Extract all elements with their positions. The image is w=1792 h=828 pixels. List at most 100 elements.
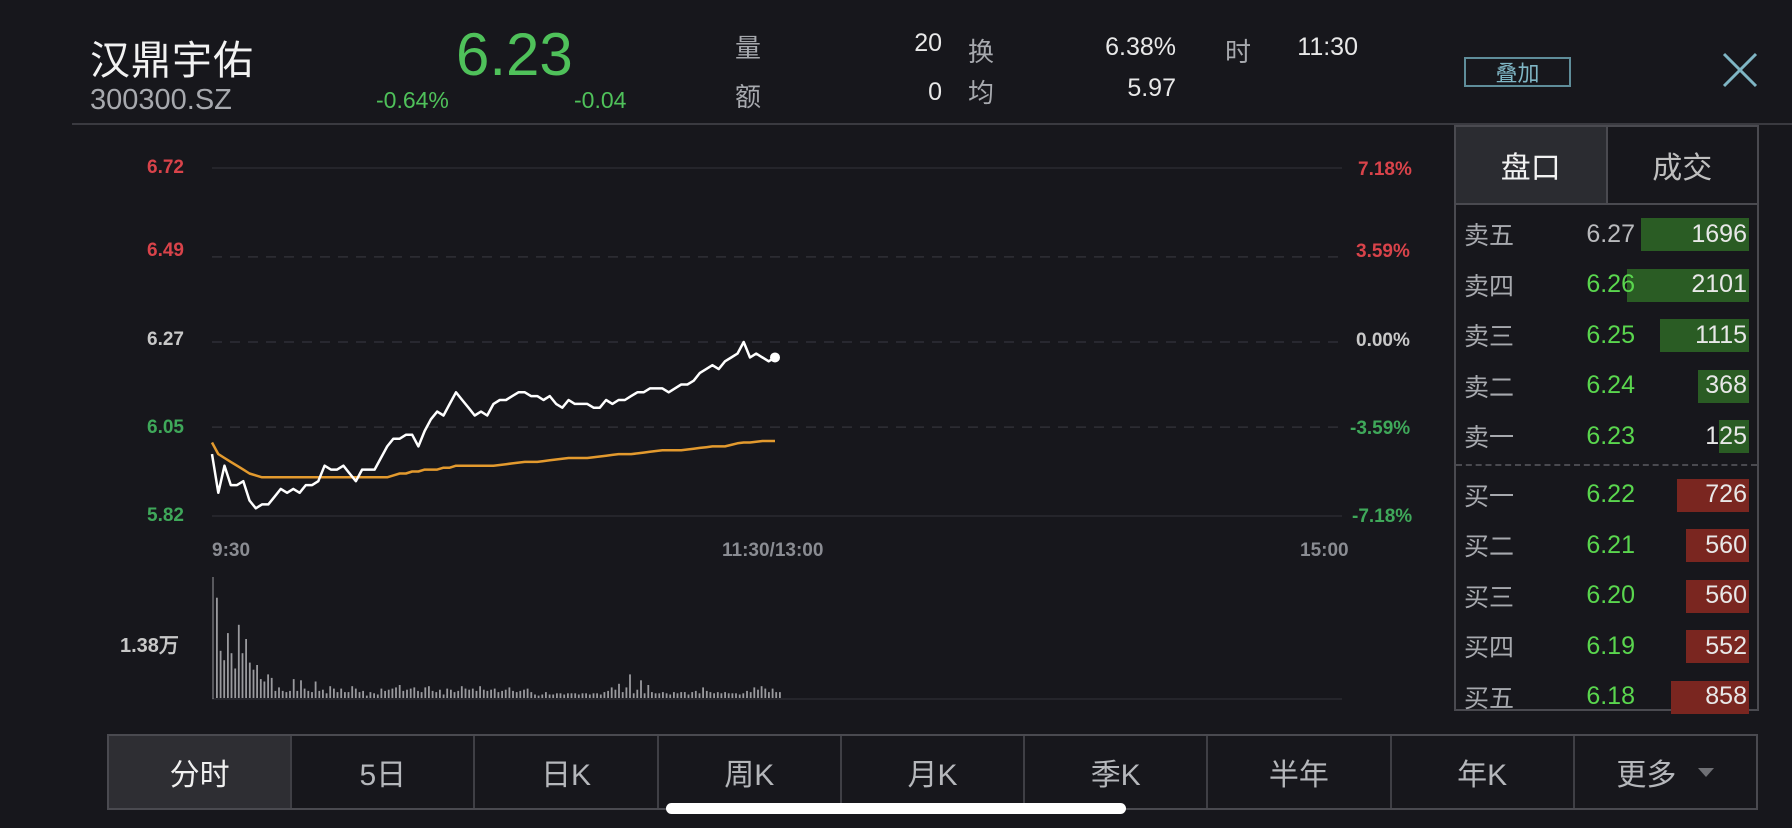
sell-order-row[interactable]: 卖四 6.26 2101 — [1456, 260, 1757, 311]
volume-bar — [322, 689, 324, 698]
avg-price-label: 均 — [968, 78, 995, 108]
volume-bar — [610, 687, 613, 698]
y-tick-left: 6.05 — [147, 417, 184, 438]
volume-bar — [344, 692, 346, 698]
volume-bar — [636, 689, 639, 698]
volume-bar — [490, 689, 492, 698]
overlay-button[interactable]: 叠加 — [1464, 57, 1571, 87]
volume-bar — [548, 694, 551, 698]
buy-order-row[interactable]: 买五 6.18 858 — [1456, 672, 1757, 723]
period-tab[interactable]: 分时 — [109, 736, 293, 808]
volume-bar — [256, 665, 258, 698]
volume-bar — [588, 694, 591, 698]
buy-level-label: 买五 — [1464, 684, 1515, 713]
period-tab[interactable]: 更多 — [1575, 736, 1756, 808]
y-tick-left: 6.72 — [147, 157, 184, 178]
volume-bar — [464, 688, 467, 698]
volume-bar — [541, 694, 544, 698]
volume-bar — [486, 690, 489, 698]
volume-bar — [475, 690, 478, 698]
buy-level-label: 买一 — [1464, 482, 1515, 511]
volume-bar — [252, 669, 255, 698]
buy-order-row[interactable]: 买一 6.22 726 — [1456, 470, 1757, 521]
sell-volume-bar — [1641, 218, 1749, 251]
sell-volume-bar — [1660, 319, 1749, 352]
volume-bar — [749, 692, 752, 698]
volume-bar — [742, 693, 745, 698]
volume-bar — [402, 690, 405, 698]
period-tab[interactable]: 月K — [842, 736, 1026, 808]
change-amount: -0.04 — [574, 87, 627, 113]
amount-value: 0 — [928, 78, 942, 106]
volume-bar — [259, 679, 262, 698]
period-tab[interactable]: 季K — [1025, 736, 1209, 808]
period-tab[interactable]: 日K — [475, 736, 659, 808]
buy-order-row[interactable]: 买四 6.19 552 — [1456, 621, 1757, 672]
sell-volume-bar — [1627, 268, 1749, 302]
volume-bar — [504, 689, 507, 698]
volume-bar — [347, 692, 350, 698]
volume-bar — [380, 688, 383, 698]
sell-volume: 125 — [1705, 421, 1747, 450]
sell-price: 6.24 — [1586, 371, 1635, 400]
volume-bar — [471, 688, 474, 698]
sell-level-label: 卖一 — [1464, 424, 1515, 453]
volume-bar — [753, 687, 756, 698]
volume-bar — [450, 689, 452, 698]
volume-bar — [574, 693, 577, 698]
buy-order-row[interactable]: 买三 6.20 560 — [1456, 571, 1757, 622]
volume-bar — [698, 693, 701, 698]
tab-trades[interactable]: 成交 — [1652, 152, 1713, 185]
sell-order-row[interactable]: 卖二 6.24 368 — [1456, 361, 1757, 412]
time-value: 11:30 — [1297, 33, 1358, 61]
volume-bar — [270, 677, 273, 698]
current-price: 6.23 — [456, 21, 573, 88]
buy-price: 6.19 — [1586, 631, 1635, 660]
close-icon — [1722, 52, 1758, 88]
home-indicator[interactable] — [666, 803, 1126, 814]
x-tick-close: 15:00 — [1300, 540, 1349, 561]
volume-bar — [530, 692, 533, 698]
volume-bar — [384, 690, 386, 698]
sell-order-row[interactable]: 卖一 6.23 125 — [1456, 411, 1757, 462]
period-tab[interactable]: 半年 — [1208, 736, 1392, 808]
sell-order-row[interactable]: 卖三 6.25 1115 — [1456, 310, 1757, 361]
volume-bar — [307, 690, 310, 698]
volume-bar — [727, 693, 730, 698]
volume-bar — [296, 690, 299, 698]
period-tab[interactable]: 周K — [659, 736, 842, 808]
sell-order-row[interactable]: 卖五 6.27 1696 — [1456, 209, 1757, 260]
volume-bar — [599, 694, 602, 698]
volume-bar — [325, 693, 328, 698]
volume-bar — [713, 693, 715, 698]
period-tab[interactable]: 5日 — [292, 736, 476, 808]
volume-bar — [683, 692, 686, 698]
volume-bar — [709, 692, 712, 698]
y-tick-right: 0.00% — [1356, 330, 1410, 351]
volume-bar — [248, 662, 251, 698]
sell-volume-bar — [1698, 369, 1749, 403]
volume-bar — [658, 693, 661, 698]
volume-bar — [234, 668, 237, 698]
period-tab[interactable]: 年K — [1392, 736, 1575, 808]
sell-volume: 1115 — [1695, 320, 1747, 349]
buy-price: 6.20 — [1586, 581, 1635, 610]
buy-order-row[interactable]: 买二 6.21 560 — [1456, 520, 1757, 571]
volume-value: 20 — [914, 29, 942, 57]
volume-bar — [570, 693, 573, 698]
volume-bar — [340, 688, 343, 698]
volume-bar — [303, 688, 306, 698]
sell-level-label: 卖二 — [1464, 373, 1515, 402]
volume-bar — [621, 692, 624, 698]
avg-price-line — [210, 439, 775, 479]
volume-bar — [515, 692, 518, 698]
intraday-chart[interactable] — [0, 0, 1460, 720]
close-button[interactable] — [1720, 50, 1760, 90]
tab-order-book[interactable]: 盘口 — [1456, 127, 1608, 203]
volume-bar — [428, 686, 430, 698]
volume-bar — [376, 694, 379, 698]
volume-bar — [241, 653, 244, 698]
buy-level-label: 买三 — [1464, 583, 1515, 612]
volume-bar — [314, 681, 317, 698]
volume-bar — [618, 683, 620, 698]
